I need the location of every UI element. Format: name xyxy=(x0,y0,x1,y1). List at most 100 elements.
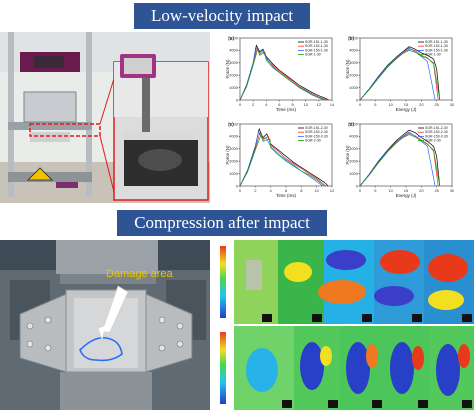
x-axis-label: Time (ms) xyxy=(276,193,297,198)
series-line-1 xyxy=(359,46,441,101)
x-tick-label: 10 xyxy=(314,188,319,193)
force-chart-3: 0 2 4 6 8 10 12 0 1000 2000 3000 4000 5000 Time (ms) F… xyxy=(225,121,335,198)
x-tick-label: 4 xyxy=(270,188,273,193)
y-tick-label: 2000 xyxy=(349,73,359,78)
y-tick-label: 3000 xyxy=(229,146,239,151)
y-tick-label: 0 xyxy=(236,183,239,188)
y-tick-label: 5000 xyxy=(229,121,239,126)
y-tick-label: 1000 xyxy=(349,171,359,176)
x-tick-label: 6 xyxy=(285,188,288,193)
y-axis-label: Force (N) xyxy=(345,59,350,79)
x-tick-label: 10 xyxy=(388,102,393,107)
x-tick-label: 12 xyxy=(330,188,335,193)
x-tick-label: 20 xyxy=(419,188,424,193)
series-line-3 xyxy=(359,47,436,101)
cai-test-photo xyxy=(0,240,210,410)
damage-outline xyxy=(79,336,123,362)
legend-entry: SGR-2-30 xyxy=(425,139,441,143)
panel-tag: (d) xyxy=(348,122,354,128)
y-axis-label: Force (N) xyxy=(225,145,230,165)
y-tick-label: 3000 xyxy=(349,60,359,65)
x-tick-label: 8 xyxy=(300,188,303,193)
y-tick-label: 0 xyxy=(236,97,239,102)
y-tick-label: 5000 xyxy=(229,35,239,40)
legend-entry: SGR-151-1-30 xyxy=(305,40,328,44)
legend-entry: SGR-2-30 xyxy=(305,139,321,143)
series-line-3 xyxy=(359,131,436,187)
x-tick-label: 20 xyxy=(419,102,424,107)
series-line-1 xyxy=(359,129,441,187)
damage-area-label: Damage area xyxy=(106,268,173,280)
x-axis-label: Time (ms) xyxy=(276,107,297,112)
force-chart-1: 0 2 4 6 8 10 12 14 0 1000 2000 3000 4000 5000 Time (ms… xyxy=(225,35,335,112)
x-axis-label: Energy (J) xyxy=(396,107,417,112)
y-tick-label: 2000 xyxy=(229,159,239,164)
y-tick-label: 2000 xyxy=(349,159,359,164)
force-chart-2: 0 5 10 15 20 25 30 0 1000 2000 3000 4000 5000 Energy … xyxy=(345,35,455,112)
series-line-4 xyxy=(239,132,325,187)
series-line-2 xyxy=(239,131,327,187)
x-tick-label: 0 xyxy=(239,102,242,107)
legend-entry: SGR-152-1-30 xyxy=(305,44,328,48)
damage-arrow xyxy=(97,285,129,342)
plot-frame xyxy=(239,123,333,187)
panel-tag: (a) xyxy=(228,36,234,42)
y-tick-label: 5000 xyxy=(349,121,359,126)
legend-entry: SGR-153-1-30 xyxy=(305,48,328,52)
x-tick-label: 15 xyxy=(404,102,409,107)
x-tick-label: 10 xyxy=(388,188,393,193)
dic-strain-fields-row-2 xyxy=(216,326,474,410)
colorbar xyxy=(220,246,226,318)
x-tick-label: 14 xyxy=(330,102,335,107)
legend-entry: SGR-153-1-30 xyxy=(425,48,448,52)
legend-entry: SGR-152-2-30 xyxy=(425,130,448,134)
legend-entry: SGR-1-30 xyxy=(305,53,321,57)
x-tick-label: 2 xyxy=(252,102,255,107)
x-tick-label: 5 xyxy=(374,102,377,107)
series-line-4 xyxy=(359,50,441,101)
legend-entry: SGR-153-2-30 xyxy=(305,134,328,138)
impact-zone-callout xyxy=(29,123,101,137)
dic-strain-fields-row-1 xyxy=(216,240,474,324)
y-tick-label: 5000 xyxy=(349,35,359,40)
x-tick-label: 25 xyxy=(434,102,439,107)
panel-tag: (b) xyxy=(348,36,354,42)
y-tick-label: 3000 xyxy=(229,60,239,65)
legend-entry: SGR-151-2-30 xyxy=(425,126,448,130)
legend-entry: SGR-151-1-30 xyxy=(425,40,448,44)
y-tick-label: 4000 xyxy=(349,48,359,53)
y-tick-label: 2000 xyxy=(229,73,239,78)
y-axis-label: Force (N) xyxy=(345,145,350,165)
x-tick-label: 30 xyxy=(450,188,455,193)
x-tick-label: 0 xyxy=(239,188,242,193)
legend-entry: SGR-152-1-30 xyxy=(425,44,448,48)
x-tick-label: 6 xyxy=(278,102,281,107)
y-tick-label: 0 xyxy=(356,97,359,102)
cai-section-title: Compression after impact xyxy=(117,210,327,236)
y-tick-label: 4000 xyxy=(229,134,239,139)
legend-entry: SGR-152-2-30 xyxy=(305,130,328,134)
force-chart-4: 0 5 10 15 20 25 30 0 1000 2000 3000 4000 5000 Energy … xyxy=(345,121,455,198)
y-tick-label: 0 xyxy=(356,183,359,188)
legend-entry: SGR-151-2-30 xyxy=(305,126,328,130)
series-line-4 xyxy=(359,134,441,187)
x-tick-label: 0 xyxy=(359,102,362,107)
series-line-4 xyxy=(239,47,326,101)
impact-machine-photo xyxy=(0,32,210,203)
x-tick-label: 0 xyxy=(359,188,362,193)
x-tick-label: 8 xyxy=(291,102,294,107)
y-tick-label: 3000 xyxy=(349,146,359,151)
x-tick-label: 5 xyxy=(374,188,377,193)
y-tick-label: 1000 xyxy=(349,85,359,90)
y-tick-label: 1000 xyxy=(229,171,239,176)
x-tick-label: 30 xyxy=(450,102,455,107)
y-tick-label: 4000 xyxy=(349,134,359,139)
x-tick-label: 2 xyxy=(254,188,257,193)
x-tick-label: 10 xyxy=(303,102,308,107)
y-axis-label: Force (N) xyxy=(225,59,230,79)
y-tick-label: 1000 xyxy=(229,85,239,90)
x-axis-label: Energy (J) xyxy=(396,193,417,198)
x-tick-label: 12 xyxy=(317,102,322,107)
legend-entry: SGR-1-30 xyxy=(425,53,441,57)
